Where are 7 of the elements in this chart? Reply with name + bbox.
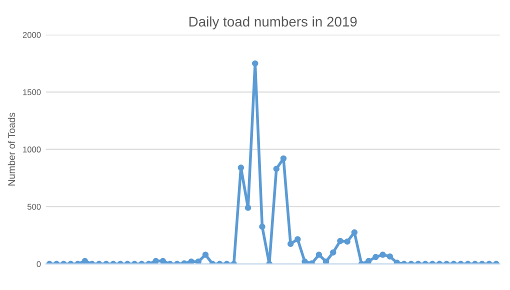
- y-axis-title: Number of Toads: [8, 112, 16, 186]
- y-tick-label: 2000: [22, 32, 41, 38]
- y-tick-label: 1500: [23, 89, 41, 96]
- y-tick-label: 1000: [23, 146, 41, 152]
- chart-title: Daily toad numbers in 2019: [189, 16, 357, 30]
- y-tick-label: 500: [27, 204, 41, 210]
- y-tick-label: 0: [36, 261, 41, 267]
